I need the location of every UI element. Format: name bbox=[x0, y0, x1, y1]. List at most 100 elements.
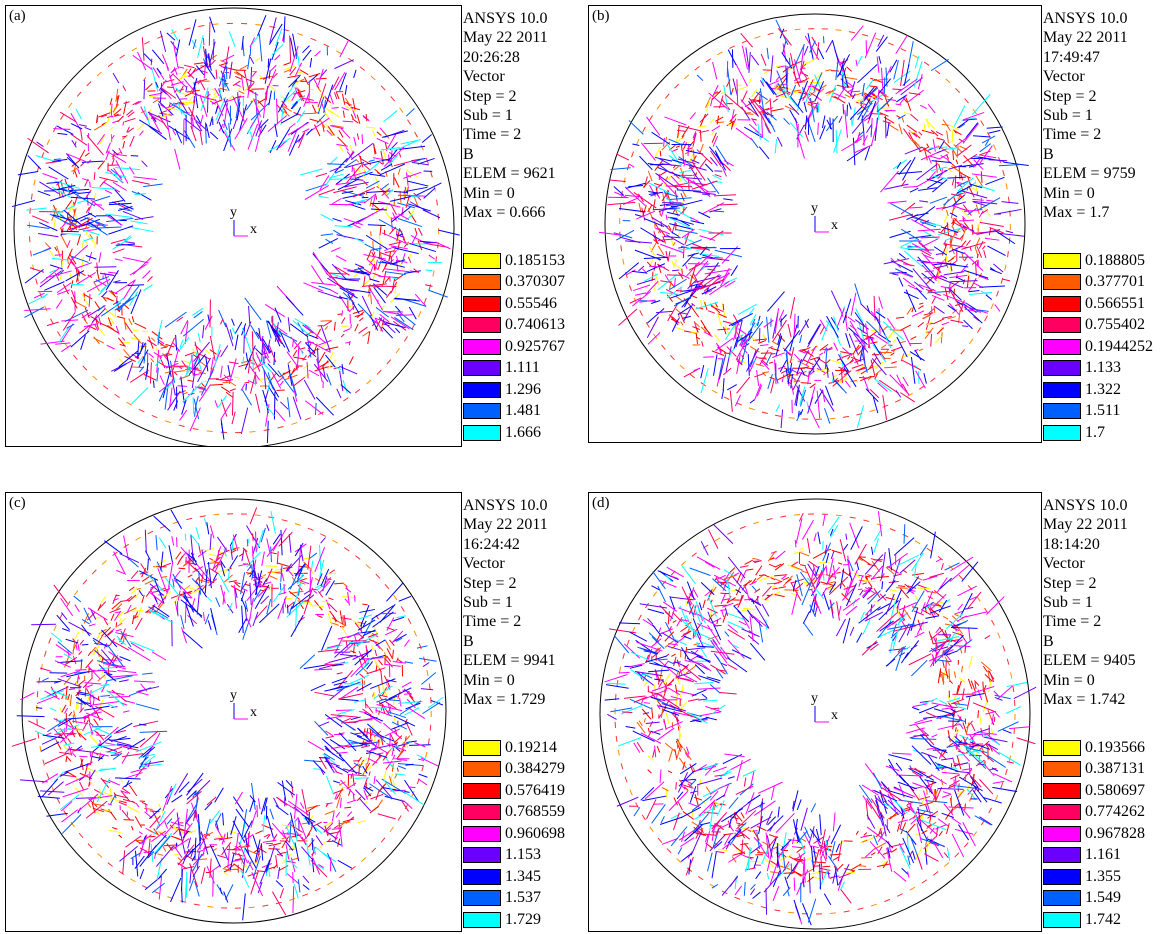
vector-arrow bbox=[376, 574, 380, 578]
vector-arrow bbox=[127, 402, 132, 405]
vector-arrow bbox=[328, 598, 333, 600]
vector-arrow bbox=[925, 271, 934, 272]
vector-arrow bbox=[624, 178, 625, 184]
vector-arrow bbox=[648, 171, 652, 181]
vector-arrow bbox=[229, 581, 237, 582]
vector-arrow bbox=[887, 123, 889, 136]
vector-arrow bbox=[54, 772, 64, 782]
vector-arrow bbox=[919, 132, 922, 135]
vector-arrow bbox=[294, 357, 305, 359]
vector-arrow bbox=[331, 248, 340, 252]
vector-arrow bbox=[193, 428, 199, 429]
vector-arrow bbox=[367, 250, 371, 260]
vector-arrow bbox=[692, 181, 718, 189]
vector-arrow bbox=[71, 124, 82, 129]
vector-arrow bbox=[50, 250, 55, 257]
vector-arrow bbox=[928, 156, 931, 164]
vector-arrow bbox=[211, 865, 220, 872]
vector-arrow bbox=[259, 34, 262, 61]
vector-arrow bbox=[348, 218, 366, 226]
vector-arrow bbox=[17, 716, 45, 717]
vector-arrow bbox=[232, 328, 235, 335]
vector-arrow bbox=[315, 888, 320, 891]
vector-arrow bbox=[782, 374, 784, 382]
vector-arrow bbox=[48, 782, 63, 795]
vector-arrow bbox=[879, 297, 883, 309]
vector-arrow bbox=[730, 391, 732, 412]
vector-arrow bbox=[241, 76, 243, 91]
vector-arrow bbox=[46, 182, 59, 183]
vector-arrow bbox=[268, 517, 274, 518]
vector-arrow bbox=[641, 143, 655, 161]
vector-arrow bbox=[727, 385, 736, 390]
vector-arrow bbox=[776, 405, 779, 412]
legend-row: 0.566551 bbox=[1043, 293, 1153, 315]
vector-arrow bbox=[77, 234, 80, 245]
vector-arrow bbox=[338, 634, 360, 639]
vector-arrow bbox=[820, 327, 824, 335]
legend-row: 0.1944252 bbox=[1043, 336, 1153, 358]
vector-arrow bbox=[320, 321, 331, 322]
vector-arrow bbox=[131, 367, 144, 368]
vector-arrow bbox=[777, 137, 782, 146]
vector-arrow bbox=[204, 518, 206, 525]
vector-arrow bbox=[66, 189, 90, 190]
vector-arrow bbox=[854, 145, 872, 153]
vector-arrow bbox=[176, 843, 177, 849]
vector-arrow bbox=[255, 515, 261, 516]
vector-arrow bbox=[76, 109, 82, 119]
vector-arrow bbox=[262, 551, 265, 565]
vector-arrow bbox=[112, 690, 127, 702]
vector-arrow bbox=[723, 368, 731, 375]
vector-arrow bbox=[763, 334, 766, 338]
vector-arrow bbox=[876, 312, 885, 318]
vector-arrow bbox=[979, 241, 983, 248]
vector-arrow bbox=[152, 883, 164, 893]
legend-swatch bbox=[1043, 339, 1081, 355]
vector-arrow bbox=[235, 118, 248, 139]
vector-arrow bbox=[834, 343, 838, 351]
vector-arrow bbox=[847, 147, 868, 161]
vector-arrow bbox=[952, 130, 953, 143]
vector-arrow bbox=[700, 114, 705, 126]
vector-arrow bbox=[935, 70, 940, 74]
vector-arrow bbox=[991, 303, 993, 308]
vector-arrow bbox=[808, 397, 813, 414]
vector-arrow bbox=[967, 276, 968, 288]
legend-label: 0.185153 bbox=[505, 252, 565, 270]
vector-arrow bbox=[316, 173, 327, 176]
vector-arrow bbox=[235, 84, 240, 86]
vector-arrow bbox=[86, 256, 97, 260]
vector-arrow bbox=[65, 708, 68, 713]
vector-arrow bbox=[924, 62, 929, 65]
vector-arrow bbox=[210, 568, 219, 574]
vector-arrow bbox=[962, 242, 986, 249]
vector-arrow bbox=[295, 523, 301, 525]
vector-arrow bbox=[915, 206, 935, 221]
vector-arrow bbox=[764, 320, 774, 327]
vector-arrow bbox=[337, 795, 341, 808]
vector-arrow bbox=[270, 576, 277, 579]
vector-arrow bbox=[433, 271, 434, 277]
vector-arrow bbox=[367, 707, 387, 708]
vector-arrow bbox=[213, 24, 219, 25]
legend-row: 1.511 bbox=[1043, 401, 1153, 423]
vector-arrow bbox=[131, 571, 138, 579]
vector-arrow bbox=[649, 115, 652, 120]
vector-arrow bbox=[361, 858, 365, 862]
vector-arrow bbox=[178, 568, 185, 569]
vector-arrow bbox=[215, 400, 218, 407]
vector-arrow bbox=[629, 164, 634, 167]
vector-arrow bbox=[706, 59, 711, 62]
vector-arrow bbox=[67, 240, 70, 247]
vector-arrow bbox=[360, 67, 365, 71]
vector-arrow bbox=[167, 819, 172, 825]
vector-arrow bbox=[120, 55, 125, 58]
vector-arrow bbox=[109, 830, 121, 832]
vector-arrow bbox=[94, 172, 95, 180]
vector-arrow bbox=[427, 670, 428, 676]
vector-arrow bbox=[112, 121, 118, 123]
vector-arrow bbox=[43, 760, 45, 766]
vector-arrow bbox=[928, 171, 936, 180]
vector-arrow bbox=[879, 56, 881, 63]
